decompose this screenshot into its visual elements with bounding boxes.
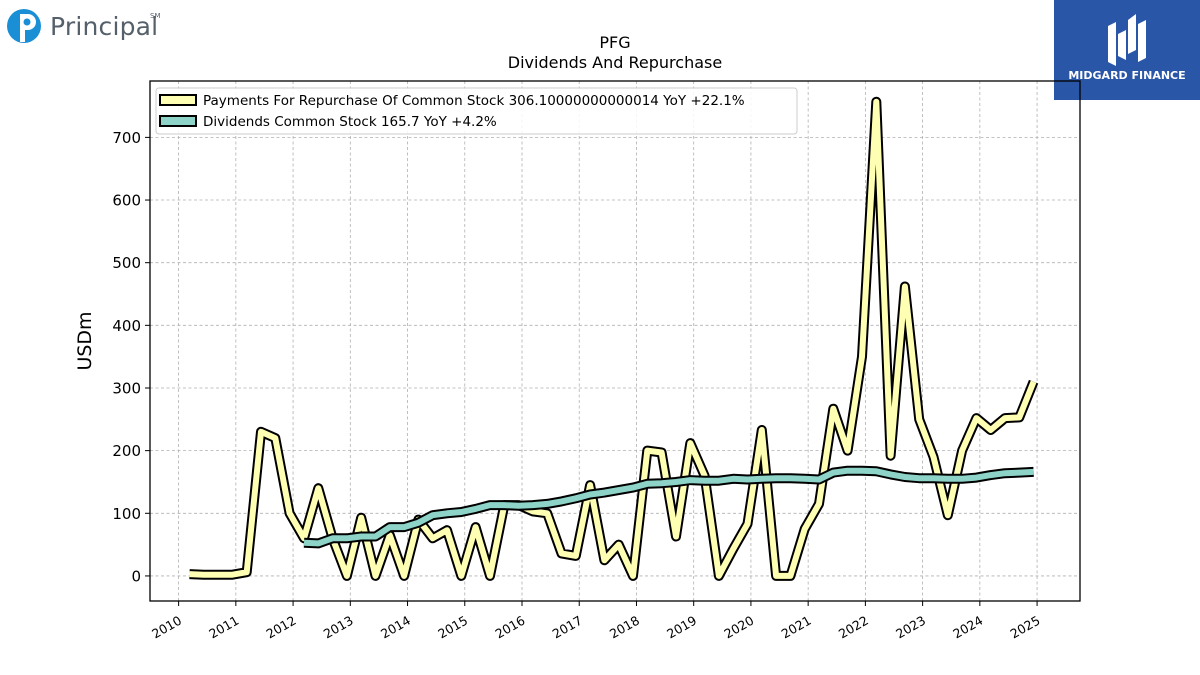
y-axis-label: USDm bbox=[74, 311, 96, 370]
legend-swatch-1 bbox=[159, 94, 197, 106]
x-tick-label: 2025 bbox=[1008, 613, 1043, 642]
y-tick-label: 400 bbox=[112, 317, 141, 335]
x-tick-label: 2016 bbox=[492, 613, 527, 642]
series-line-1 bbox=[189, 98, 1037, 579]
x-tick-label: 2021 bbox=[779, 613, 814, 642]
plot-frame bbox=[149, 80, 1081, 602]
x-tick-label: 2019 bbox=[664, 613, 699, 642]
x-tick-label: 2012 bbox=[264, 613, 299, 642]
x-tick-label: 2017 bbox=[550, 613, 585, 642]
y-tick-label: 600 bbox=[112, 192, 141, 210]
x-tick-label: 2013 bbox=[321, 613, 356, 642]
y-tick-label: 700 bbox=[112, 129, 141, 147]
x-tick-label: 2014 bbox=[378, 613, 413, 642]
y-tick-label: 300 bbox=[112, 379, 141, 397]
x-tick-label: 2015 bbox=[435, 613, 470, 642]
y-tick-label: 0 bbox=[131, 567, 141, 585]
y-tick-label: 200 bbox=[112, 442, 141, 460]
midgard-logo-text: MIDGARD FINANCE bbox=[1068, 69, 1186, 82]
x-tick-label: 2018 bbox=[607, 613, 642, 642]
x-tick-label: 2023 bbox=[893, 613, 928, 642]
chart-title: PFG bbox=[599, 33, 630, 52]
principal-logo: Principal SM bbox=[6, 6, 176, 48]
legend-label-1: Payments For Repurchase Of Common Stock … bbox=[203, 93, 745, 109]
legend-box bbox=[155, 87, 798, 135]
y-tick-label: 100 bbox=[112, 505, 141, 523]
principal-p-icon bbox=[7, 9, 41, 43]
chart-subtitle: Dividends And Repurchase bbox=[508, 53, 722, 72]
legend-label-2: Dividends Common Stock 165.7 YoY +4.2% bbox=[203, 114, 497, 130]
midgard-logo-icon bbox=[1108, 14, 1146, 66]
legend-swatch-2 bbox=[159, 115, 197, 127]
midgard-finance-logo: MIDGARD FINANCE bbox=[1054, 0, 1200, 100]
x-tick-label: 2011 bbox=[206, 613, 241, 642]
x-tick-label: 2022 bbox=[836, 613, 871, 642]
x-tick-label: 2024 bbox=[950, 613, 985, 642]
series-line-2 bbox=[303, 467, 1034, 547]
x-tick-label: 2020 bbox=[721, 613, 756, 642]
service-mark: SM bbox=[150, 12, 161, 20]
x-tick-label: 2010 bbox=[149, 613, 184, 642]
principal-brand-text: Principal bbox=[50, 12, 159, 41]
y-tick-label: 500 bbox=[112, 254, 141, 272]
